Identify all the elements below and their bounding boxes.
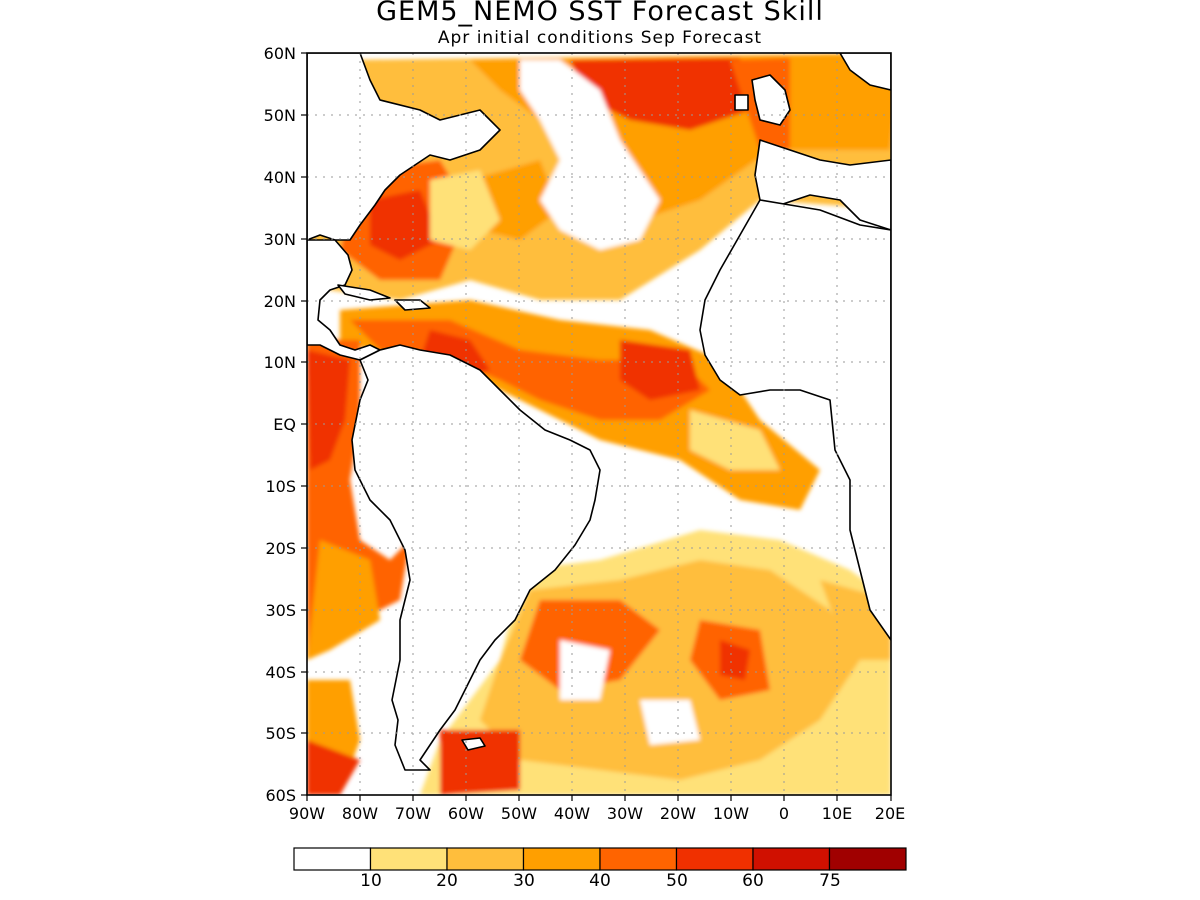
- axis-ticks: [301, 52, 892, 801]
- lat-label-40n: 40N: [263, 168, 296, 187]
- lon-label-60w: 60W: [447, 804, 485, 823]
- lat-label-50n: 50N: [263, 106, 296, 125]
- colorbar-swatch: [293, 847, 372, 871]
- colorbar-label-30: 30: [513, 871, 535, 891]
- graticule: [307, 53, 891, 795]
- lat-label-20s: 20S: [265, 539, 296, 558]
- lon-label-10w: 10W: [712, 804, 750, 823]
- colorbar-swatch: [599, 847, 678, 871]
- colorbar-swatch: [675, 847, 754, 871]
- map-title: GEM5_NEMO SST Forecast Skill: [376, 0, 824, 27]
- lat-label-30n: 30N: [263, 230, 296, 249]
- colorbar-label-20: 20: [436, 871, 458, 891]
- colorbar-label-40: 40: [589, 871, 611, 891]
- colorbar-swatch: [369, 847, 448, 871]
- colorbar-swatch: [752, 847, 831, 871]
- lon-label-90w: 90W: [288, 804, 326, 823]
- lon-label-20e: 20E: [874, 804, 906, 823]
- lat-label-60n: 60N: [263, 44, 296, 63]
- lon-label-0: 0: [778, 804, 790, 823]
- colorbar-label-60: 60: [742, 871, 764, 891]
- colorbar-label-50: 50: [666, 871, 688, 891]
- lon-label-40w: 40W: [553, 804, 591, 823]
- lat-label-50s: 50S: [265, 724, 296, 743]
- colorbar-swatch: [446, 847, 525, 871]
- lat-label-40s: 40S: [265, 663, 296, 682]
- lat-label-30s: 30S: [265, 601, 296, 620]
- lon-label-30w: 30W: [606, 804, 644, 823]
- lon-label-10e: 10E: [821, 804, 853, 823]
- lon-label-80w: 80W: [341, 804, 379, 823]
- lat-label-60s: 60S: [265, 786, 296, 805]
- lat-label-10s: 10S: [265, 477, 296, 496]
- skill-field: [307, 53, 891, 795]
- colorbar-label-10: 10: [360, 871, 382, 891]
- lon-label-50w: 50W: [500, 804, 538, 823]
- map-subtitle: Apr initial conditions Sep Forecast: [437, 28, 763, 48]
- lat-label-10n: 10N: [263, 353, 296, 372]
- lon-label-70w: 70W: [394, 804, 432, 823]
- lat-label-eq: EQ: [273, 415, 296, 434]
- colorbar-swatch: [828, 847, 907, 871]
- lon-label-20w: 20W: [659, 804, 697, 823]
- coastlines: [307, 53, 891, 771]
- lat-label-20n: 20N: [263, 292, 296, 311]
- colorbar-swatch: [522, 847, 601, 871]
- colorbar-label-75: 75: [819, 871, 841, 891]
